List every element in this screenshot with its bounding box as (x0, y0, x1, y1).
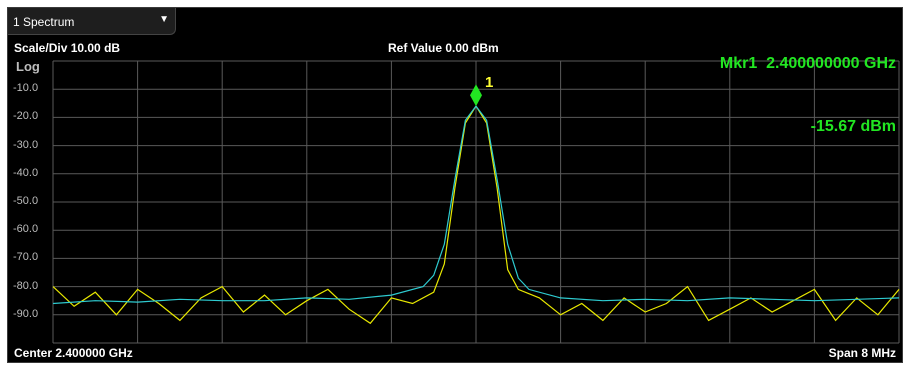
scale-div-label: Scale/Div 10.00 dB (14, 41, 121, 55)
spectrum-window: 1 Spectrum ▼ Scale/Div 10.00 dB Ref Valu… (7, 7, 903, 363)
y-tick-label: -30.0 (13, 138, 39, 151)
window-select-dropdown[interactable]: 1 Spectrum ▼ (8, 8, 176, 35)
y-tick-label: -90.0 (13, 307, 39, 320)
ref-value-label: Ref Value 0.00 dBm (388, 41, 499, 55)
y-tick-label: -60.0 (13, 223, 39, 236)
y-tick-label: -40.0 (13, 166, 39, 179)
marker-number-label: 1 (485, 74, 494, 92)
window-select-label: 1 Spectrum (13, 15, 75, 29)
marker-diamond-icon (470, 84, 482, 107)
y-tick-label: -50.0 (13, 195, 39, 207)
spectrum-plot (52, 60, 900, 344)
y-tick-label: -70.0 (13, 251, 39, 264)
marker-frequency-readout: Mkr1 2.400000000 GHz (719, 55, 896, 72)
span-label: Span 8 MHz (828, 346, 896, 360)
marker-level-readout: -15.67 dBm (810, 118, 896, 135)
marker-readout: Mkr1 2.400000000 GHz -15.67 dBm (720, 11, 896, 179)
log-scale-label: Log (16, 59, 40, 74)
y-tick-label: -80.0 (13, 279, 39, 292)
chevron-down-icon: ▼ (159, 14, 169, 25)
center-frequency-label: Center 2.400000 GHz (14, 346, 133, 360)
y-tick-label: -20.0 (13, 110, 39, 123)
y-tick-label: -10.0 (13, 82, 39, 95)
